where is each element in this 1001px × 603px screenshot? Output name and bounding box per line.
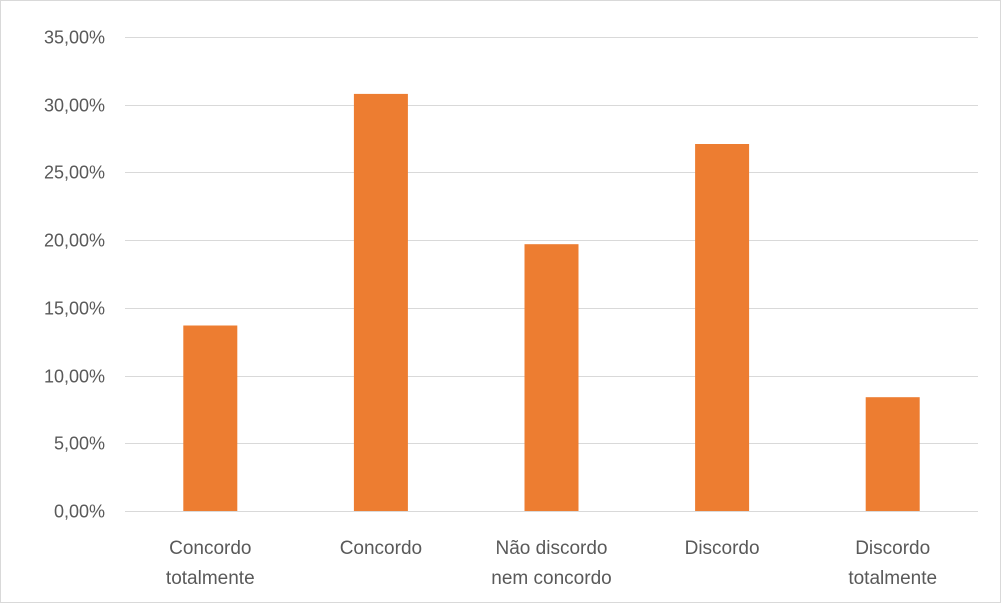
x-category-label-line: Discordo xyxy=(855,538,930,559)
y-tick-label: 25,00% xyxy=(44,163,105,183)
x-category-label: Concordo totalmente xyxy=(166,538,255,589)
x-category-label-line: totalmente xyxy=(166,568,255,589)
x-category-label: Não discordo nem concordo xyxy=(491,538,611,589)
y-tick-label: 15,00% xyxy=(44,299,105,319)
bars xyxy=(183,93,920,512)
y-tick-label: 30,00% xyxy=(44,96,105,116)
y-tick-label: 20,00% xyxy=(44,231,105,251)
y-tick-label: 5,00% xyxy=(54,434,105,454)
y-axis-tick-labels: 0,00% 5,00% 10,00% 15,00% 20,00% 25,00% 30,00%… xyxy=(44,28,105,522)
x-category-label: Discordo totalmente xyxy=(848,538,937,589)
bar xyxy=(353,93,408,512)
y-tick-label: 35,00% xyxy=(44,28,105,48)
x-category-label: Discordo xyxy=(685,538,760,559)
bar xyxy=(865,397,920,511)
x-category-label: Concordo xyxy=(340,538,422,559)
y-tick-label: 10,00% xyxy=(44,367,105,387)
y-tick-label: 0,00% xyxy=(54,502,105,522)
x-category-label-line: Concordo xyxy=(169,538,251,559)
x-category-label-line: nem concordo xyxy=(491,568,611,589)
x-category-label-line: Discordo xyxy=(685,538,760,559)
x-category-label-line: Não discordo xyxy=(496,538,608,559)
x-axis-category-labels: Concordo totalmente Concordo Não discordo ne… xyxy=(166,538,937,589)
x-category-label-line: totalmente xyxy=(848,568,937,589)
bar xyxy=(183,325,238,511)
bar xyxy=(695,144,750,511)
bar xyxy=(524,244,579,511)
x-category-label-line: Concordo xyxy=(340,538,422,559)
